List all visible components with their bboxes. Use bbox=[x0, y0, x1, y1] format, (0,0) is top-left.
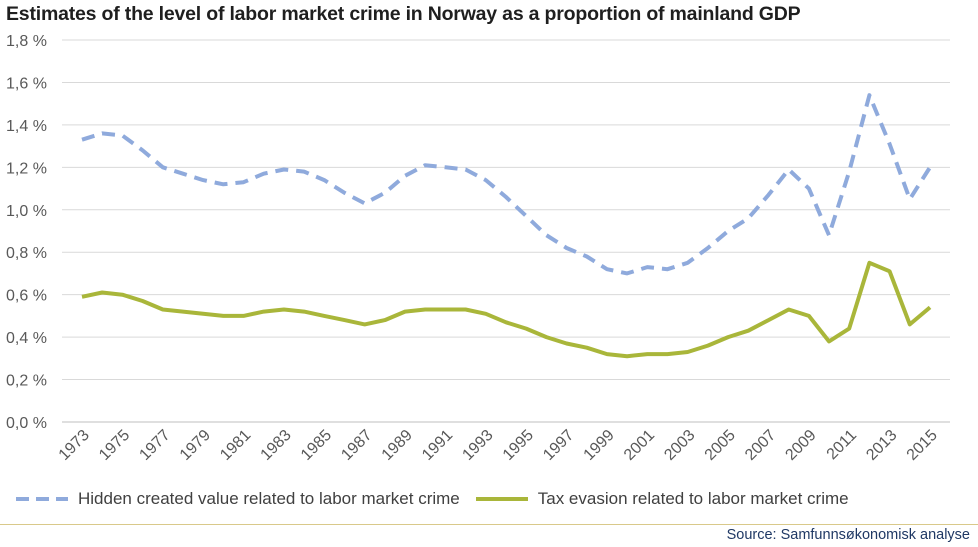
legend: Hidden created value related to labor ma… bbox=[14, 486, 863, 512]
x-tick-label: 2009 bbox=[782, 427, 819, 464]
legend-label-hidden-value: Hidden created value related to labor ma… bbox=[78, 489, 460, 508]
x-tick-label: 2001 bbox=[621, 427, 658, 464]
y-tick-label: 1,4 % bbox=[6, 118, 47, 135]
x-tick-label: 2011 bbox=[824, 427, 860, 463]
line-chart: 0,0 % 0,2 % 0,4 % 0,6 % 0,8 % 1,0 % 1,2 % 1,4 %… bbox=[6, 33, 950, 464]
x-tick-label: 1997 bbox=[540, 427, 577, 464]
x-tick-label: 2007 bbox=[742, 427, 779, 464]
y-tick-label: 1,8 % bbox=[6, 33, 47, 50]
chart-title: Estimates of the level of labor market c… bbox=[6, 3, 801, 25]
x-tick-label: 1975 bbox=[96, 427, 133, 464]
legend-entry-tax-evasion: Tax evasion related to labor market crim… bbox=[474, 489, 849, 509]
legend-swatch-solid bbox=[475, 497, 528, 501]
y-tick-label: 0,8 % bbox=[6, 245, 47, 262]
gridlines bbox=[62, 39, 950, 381]
y-tick-label: 0,2 % bbox=[6, 373, 47, 390]
x-tick-label: 1973 bbox=[56, 427, 93, 464]
x-tick-label: 1981 bbox=[217, 427, 254, 464]
series-line-tax-evasion bbox=[81, 260, 932, 359]
x-tick-label: 2005 bbox=[702, 427, 739, 464]
y-tick-label: 1,6 % bbox=[6, 75, 47, 92]
y-tick-label: 1,2 % bbox=[6, 160, 47, 177]
x-tick-label: 2003 bbox=[661, 427, 698, 464]
series-lines bbox=[81, 93, 932, 359]
x-tick-label: 1979 bbox=[177, 427, 214, 464]
x-tick-label: 1983 bbox=[258, 427, 295, 464]
x-tick-label: 1977 bbox=[136, 427, 173, 464]
y-tick-label: 0,4 % bbox=[6, 330, 47, 347]
x-tick-label: 1985 bbox=[298, 427, 335, 464]
footer-divider bbox=[0, 524, 978, 525]
y-tick-label: 0,0 % bbox=[6, 415, 47, 432]
x-tick-label: 1989 bbox=[379, 427, 416, 464]
x-tick-label: 1991 bbox=[419, 427, 456, 464]
legend-entry-hidden-value: Hidden created value related to labor ma… bbox=[14, 489, 460, 509]
source-note: Source: Samfunnsøkonomisk analyse bbox=[726, 527, 970, 543]
legend-swatch-dashed bbox=[16, 497, 68, 501]
x-tick-label: 2015 bbox=[904, 427, 941, 464]
x-tick-label: 1999 bbox=[581, 427, 618, 464]
x-tick-label: 1987 bbox=[338, 427, 375, 464]
x-tick-label: 2013 bbox=[863, 427, 900, 464]
x-axis-ticks: 1973 1975 1977 1979 1981 1983 1985 1987 1989 1991… bbox=[56, 427, 941, 464]
series-line-hidden-value bbox=[81, 93, 932, 276]
x-tick-label: 1995 bbox=[500, 427, 537, 464]
legend-label-tax-evasion: Tax evasion related to labor market crim… bbox=[537, 489, 849, 508]
y-tick-label: 1,0 % bbox=[6, 203, 47, 220]
y-axis-ticks: 0,0 % 0,2 % 0,4 % 0,6 % 0,8 % 1,0 % 1,2 % 1,4 %… bbox=[6, 33, 47, 432]
y-tick-label: 0,6 % bbox=[6, 288, 47, 305]
x-tick-label: 1993 bbox=[459, 427, 496, 464]
